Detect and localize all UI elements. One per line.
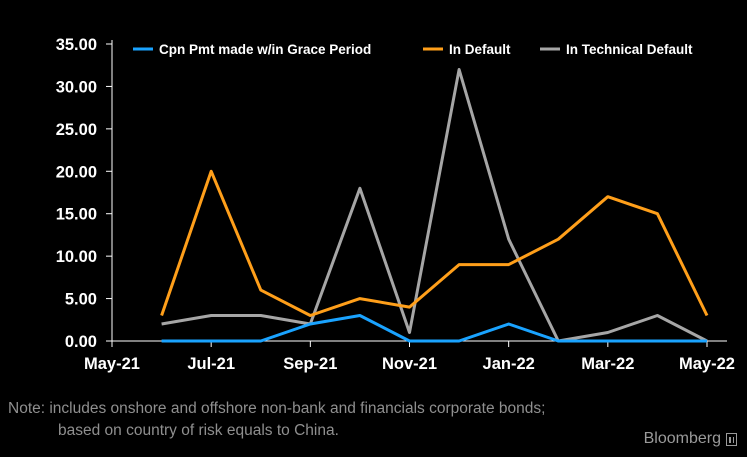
y-tick-label: 20.00 [56,163,97,181]
footnote-line-1: Note: includes onshore and offshore non-… [8,400,546,417]
x-tick-label: May-21 [84,355,140,373]
footnote: Note: includes onshore and offshore non-… [8,398,545,442]
series-line-2 [161,68,708,343]
x-tick-label: Jan-22 [483,355,535,373]
legend-label-2: In Technical Default [566,42,693,57]
x-tick-label: Mar-22 [581,355,634,373]
brand-name: Bloomberg [643,430,721,447]
y-tick-label: 30.00 [56,78,97,96]
legend-label-1: In Default [449,42,511,57]
legend-label-0: Cpn Pmt made w/in Grace Period [159,42,371,57]
bloomberg-mark-icon [726,432,737,446]
x-tick-label: Nov-21 [382,355,437,373]
y-tick-label: 5.00 [65,291,97,309]
x-tick-label: Sep-21 [283,355,337,373]
y-tick-label: 0.00 [65,333,97,351]
y-tick-label: 35.00 [56,36,97,54]
y-tick-label: 15.00 [56,206,97,224]
series-line-0 [161,314,707,343]
series-line-1 [160,169,709,317]
footnote-line-2: based on country of risk equals to China… [58,422,339,439]
x-tick-label: Jul-21 [187,355,235,373]
chart: 0.00 5.00 10.00 15.00 20.00 25.00 30.00 35.00 Ma… [56,36,735,373]
brand-logo: Bloomberg [644,430,737,448]
y-tick-label: 25.00 [56,121,97,139]
y-tick-label: 10.00 [56,248,97,266]
x-tick-label: May-22 [679,355,735,373]
